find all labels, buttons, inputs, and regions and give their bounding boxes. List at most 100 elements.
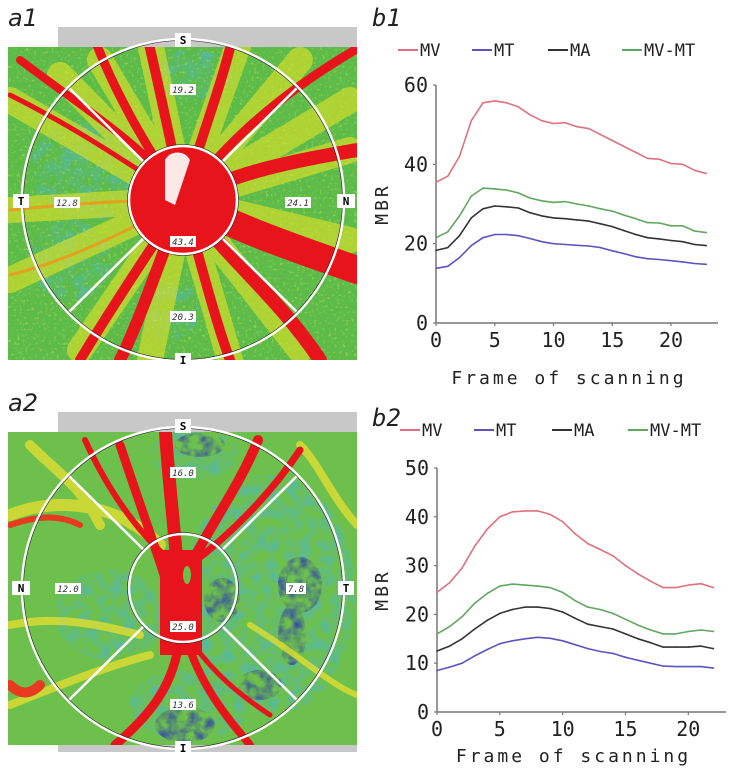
data-point-mv-mt [470,195,473,197]
y-tick-label: 60 [404,73,428,97]
series-line-mt [436,636,714,672]
data-point-mv [458,155,461,158]
data-point-mv [700,582,702,585]
data-point-mt [681,261,684,263]
orientation-left-a2: N [18,582,25,595]
sector-value-center-a2: 25.0 [172,623,194,633]
data-point-mv-mt [637,624,639,626]
data-point-mv [599,133,602,136]
legend-item-mv: MV [400,421,442,441]
panel-label-a2: a2 [8,389,58,419]
data-point-ma [634,233,637,236]
data-point-mv [662,586,664,589]
data-point-mv-mt [687,630,690,633]
data-point-mt [505,233,508,236]
data-point-mv-mt [473,602,476,604]
data-point-mv-mt [586,606,589,608]
data-point-mt [658,258,661,261]
data-point-mv [658,158,661,160]
data-point-mv-mt [461,616,463,618]
y-tick-label: 20 [404,232,428,256]
x-tick-label: 5 [489,328,501,352]
series-line-mt [435,233,707,270]
data-point-mv-mt [599,608,602,611]
data-point-mv [637,573,639,575]
x-tick-label: 15 [600,328,624,352]
x-tick-label: 20 [676,717,700,741]
sector-value-superior-a2: 16.0 [172,469,194,479]
data-point-ma [524,606,526,608]
data-point-mv-mt [658,222,661,224]
data-point-mt [623,252,625,255]
sector-value-nasal-a1: 24.1 [287,199,309,209]
data-point-mt [624,656,627,659]
x-axis-label: Frame of scanning [451,368,686,389]
series-line-mv [435,100,707,183]
data-point-mv [674,586,677,589]
data-point-mv [517,106,520,108]
data-point-ma [693,243,696,246]
legend-item-ma: MA [548,41,590,61]
data-point-mv [649,580,652,583]
series-line-mv-mt [435,187,707,239]
data-point-mv-mt [693,230,696,232]
data-point-mt [536,636,539,639]
data-point-ma [435,249,437,252]
legend-item-mt: MT [472,41,514,61]
legend-item-mv: MV [398,41,440,61]
data-point-mv [470,119,473,122]
data-point-mt [612,652,614,655]
data-point-mv-mt [599,207,602,210]
data-point-ma [517,207,520,209]
chart-b1: b1 MV MT MA MV-MT 0 20 40 60 0 5 10 15 20 Frame of sca… [372,4,718,389]
data-point-ma [448,645,451,647]
x-axis-label: Frame of scanning [456,746,691,767]
data-point-mv-mt [574,599,577,602]
sector-value-superior-a1: 19.2 [172,86,194,96]
data-point-mt [517,234,520,237]
legend-label: MT [496,421,516,441]
sector-value-nasal-a2: 12.0 [57,585,79,595]
data-point-mv [436,591,438,594]
data-point-mt [599,246,602,249]
data-point-mv [446,175,449,178]
y-axis-label: MBR [372,569,393,611]
data-point-ma [599,223,602,225]
data-point-mv [486,528,489,530]
data-point-mt [435,267,437,270]
x-tick-label: 10 [541,328,565,352]
sector-value-center-a1: 43.4 [172,238,194,248]
data-point-ma [446,246,449,249]
data-point-mv [561,520,564,523]
data-point-mt [637,659,639,662]
data-point-mt [611,250,614,252]
panel-label-a1: a1 [8,4,58,34]
data-point-ma [511,608,514,611]
data-point-ma [587,220,590,222]
data-point-mt [549,637,551,640]
data-point-mt [461,662,463,664]
data-point-ma [564,217,567,220]
y-tick-label: 30 [405,554,429,578]
data-point-mv-mt [662,633,664,635]
data-point-mv-mt [458,215,461,217]
data-point-ma [623,229,625,232]
data-point-ma [536,606,539,608]
data-point-mv-mt [505,189,508,191]
data-point-ma [458,234,461,237]
data-point-mt [687,665,690,668]
data-point-ma [662,646,664,648]
data-point-mt [712,667,715,669]
data-point-ma [529,211,531,214]
data-point-ma [705,244,708,247]
data-point-mt [634,255,637,258]
data-point-mt [586,647,589,650]
orientation-right-a1: N [343,195,350,208]
x-tick-label: 5 [494,717,506,741]
legend-item-mv-mt: MV-MT [628,421,701,441]
data-point-ma [670,239,672,242]
data-point-mt [574,643,577,646]
data-point-mv-mt [529,197,531,199]
series-line-mv [436,510,714,594]
data-point-mv [499,516,501,518]
